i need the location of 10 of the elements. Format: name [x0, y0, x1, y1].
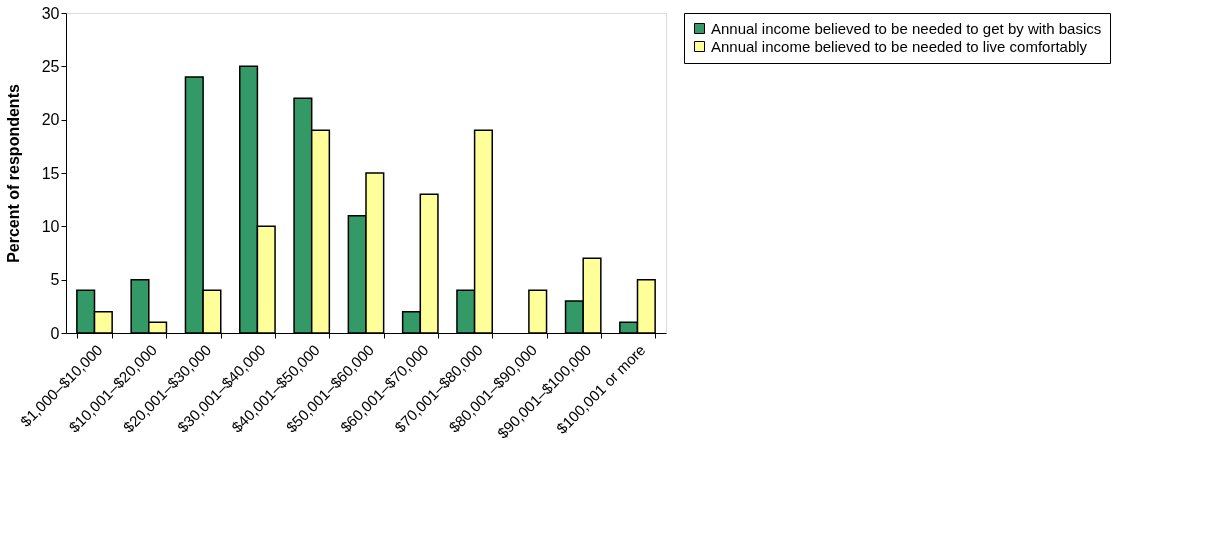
y-tick-label: 0: [50, 324, 60, 342]
y-tick-label: 30: [41, 4, 60, 22]
y-tick-label: 10: [41, 217, 60, 235]
y-tick-label: 20: [41, 111, 60, 129]
y-tick-label: 25: [41, 57, 60, 75]
y-axis-title: Percent of respondents: [4, 84, 22, 263]
legend-label: Annual income believed to be needed to get by with basics: [711, 19, 1102, 37]
y-tick-label: 5: [50, 271, 60, 289]
y-tick-label: 15: [41, 164, 60, 182]
legend-label: Annual income believed to be needed to live comfortably: [711, 37, 1088, 55]
